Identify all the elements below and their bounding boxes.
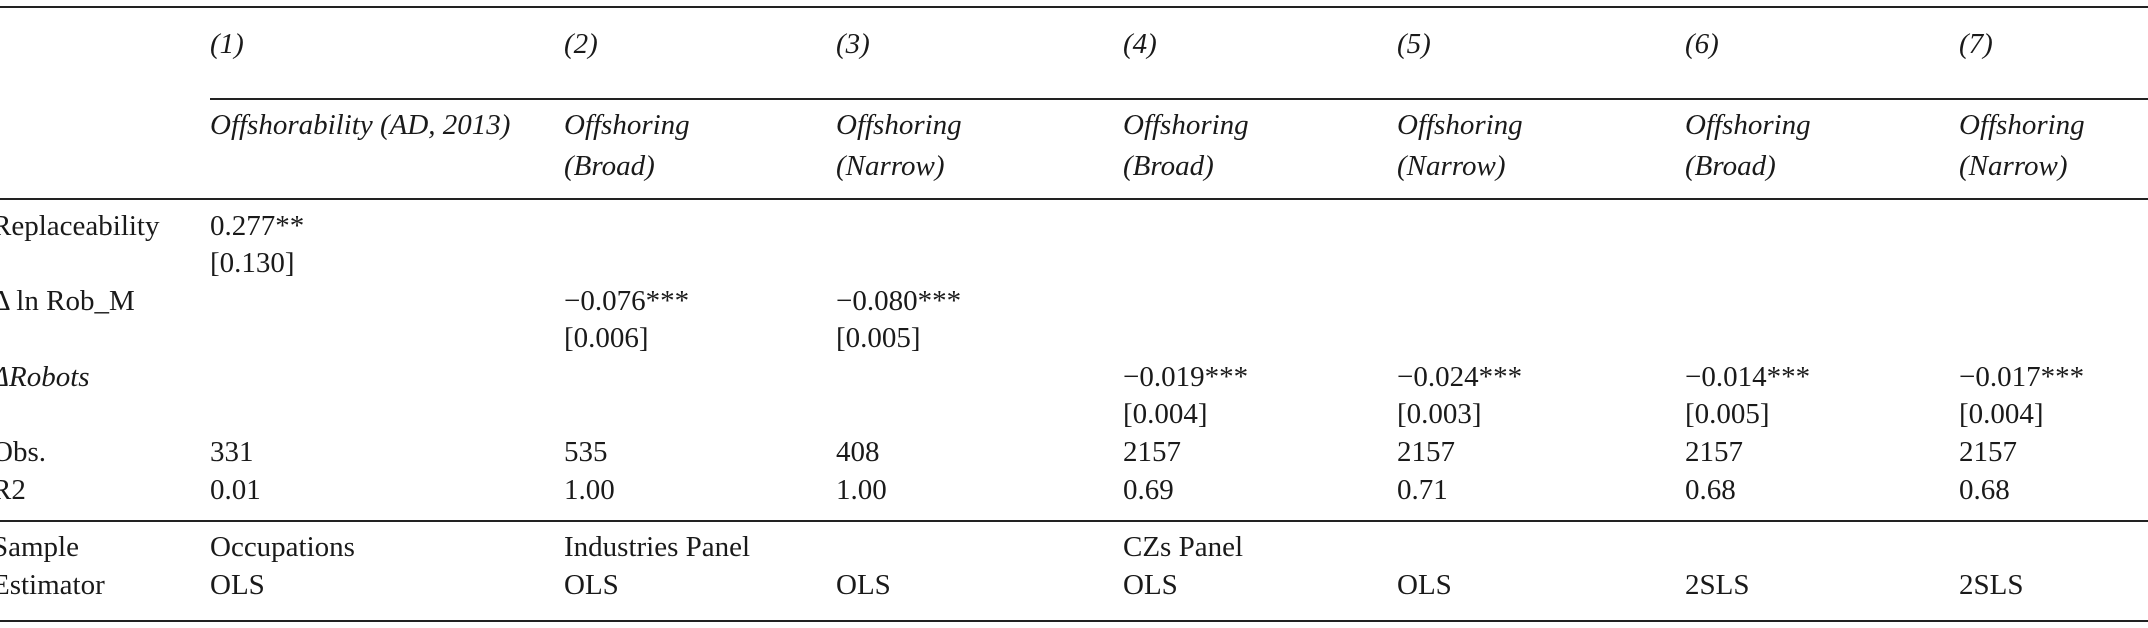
top-rule	[0, 6, 2148, 8]
standard-error: [0.004]	[1123, 398, 1208, 430]
statistic: 331	[210, 436, 254, 468]
statistic: 2157	[1123, 436, 1181, 468]
statistic: 1.00	[564, 474, 615, 506]
footer-value: OLS	[1397, 569, 1452, 601]
footer-value: OLS	[836, 569, 891, 601]
dependent-variable: Offshoring (Broad)	[1685, 109, 1811, 182]
coefficient: −0.017***	[1959, 361, 2085, 393]
standard-error: [0.005]	[836, 322, 921, 354]
statistic: 1.00	[836, 474, 887, 506]
standard-error: [0.006]	[564, 322, 649, 354]
row-label: ΔRobots	[0, 361, 90, 393]
standard-error: [0.003]	[1397, 398, 1482, 430]
coefficient: −0.019***	[1123, 361, 1249, 393]
column-number: (7)	[1959, 28, 1993, 60]
footer-value: CZs Panel	[1123, 531, 1244, 563]
dependent-variable: Offshoring (Narrow)	[1959, 109, 2085, 182]
coefficient: −0.076***	[564, 285, 690, 317]
row-label: Δ ln Rob_M	[0, 285, 135, 317]
footer-value: OLS	[564, 569, 619, 601]
coefficient: −0.080***	[836, 285, 962, 317]
statistic: 0.71	[1397, 474, 1448, 506]
coefficient: 0.277**	[210, 210, 305, 242]
statistic: 0.68	[1959, 474, 2010, 506]
column-number: (1)	[210, 28, 244, 60]
statistic: 0.68	[1685, 474, 1736, 506]
dependent-variable: Offshorability (AD, 2013)	[210, 109, 511, 141]
row-label: R2	[0, 474, 26, 506]
coefficient: −0.024***	[1397, 361, 1523, 393]
row-label: Sample	[0, 531, 79, 563]
header-rule	[210, 98, 2148, 100]
statistic: 408	[836, 436, 880, 468]
row-label: Obs.	[0, 436, 46, 468]
statistic: 2157	[1397, 436, 1455, 468]
footer-value: OLS	[210, 569, 265, 601]
footer-value: 2SLS	[1685, 569, 1750, 601]
statistic: 0.69	[1123, 474, 1174, 506]
standard-error: [0.130]	[210, 247, 295, 279]
footer-value: Industries Panel	[564, 531, 751, 563]
footer-value: OLS	[1123, 569, 1178, 601]
row-label: Estimator	[0, 569, 105, 601]
row-label: Replaceability	[0, 210, 160, 242]
footer-rule	[0, 520, 2148, 522]
dependent-variable: Offshoring (Narrow)	[836, 109, 962, 182]
body-rule	[0, 198, 2148, 200]
dependent-variable: Offshoring (Broad)	[564, 109, 690, 182]
column-number: (3)	[836, 28, 870, 60]
statistic: 535	[564, 436, 608, 468]
standard-error: [0.005]	[1685, 398, 1770, 430]
column-number: (2)	[564, 28, 598, 60]
bottom-rule	[0, 620, 2148, 622]
statistic: 2157	[1685, 436, 1743, 468]
standard-error: [0.004]	[1959, 398, 2044, 430]
coefficient: −0.014***	[1685, 361, 1811, 393]
footer-value: Occupations	[210, 531, 355, 563]
column-number: (4)	[1123, 28, 1157, 60]
column-number: (5)	[1397, 28, 1431, 60]
footer-value: 2SLS	[1959, 569, 2024, 601]
statistic: 2157	[1959, 436, 2017, 468]
column-number: (6)	[1685, 28, 1719, 60]
dependent-variable: Offshoring (Narrow)	[1397, 109, 1523, 182]
dependent-variable: Offshoring (Broad)	[1123, 109, 1249, 182]
statistic: 0.01	[210, 474, 261, 506]
